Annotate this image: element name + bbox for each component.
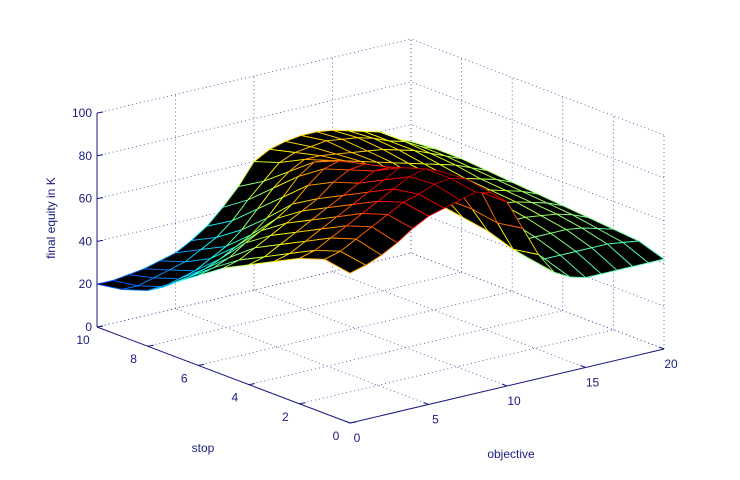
y-axis-label: stop bbox=[192, 441, 215, 455]
objective-tick-label: 10 bbox=[507, 394, 521, 408]
stop-tick-label: 0 bbox=[333, 429, 340, 443]
objective-tick-label: 5 bbox=[432, 413, 439, 427]
objective-tick-label: 15 bbox=[586, 376, 600, 390]
stop-tick-mark bbox=[148, 345, 154, 346]
grid-line-floor-stop bbox=[198, 291, 512, 365]
stop-tick-mark bbox=[299, 403, 305, 404]
stop-tick-mark bbox=[249, 384, 255, 385]
grid-line-floor-objective bbox=[333, 272, 586, 368]
z-tick-label: 100 bbox=[72, 106, 92, 120]
objective-tick-mark bbox=[659, 347, 664, 349]
grid-line-floor-stop bbox=[299, 330, 613, 404]
objective-tick-label: 20 bbox=[664, 357, 678, 371]
stop-tick-mark bbox=[198, 364, 204, 365]
objective-tick-mark bbox=[424, 403, 429, 405]
grid-line-floor-objective bbox=[254, 290, 507, 386]
grid-line-floor-objective bbox=[176, 309, 429, 405]
z-tick-mark bbox=[97, 155, 103, 156]
z-tick-mark bbox=[97, 198, 103, 199]
z-tick-mark bbox=[97, 112, 103, 113]
stop-tick-label: 8 bbox=[130, 352, 137, 366]
objective-tick-mark bbox=[581, 366, 586, 368]
stop-axis-line bbox=[97, 327, 350, 423]
grid-line-back-z bbox=[411, 39, 664, 135]
z-tick-label: 60 bbox=[79, 192, 93, 206]
stop-tick-label: 2 bbox=[282, 410, 289, 424]
stop-tick-label: 4 bbox=[231, 391, 238, 405]
z-tick-label: 0 bbox=[85, 320, 92, 334]
x-axis-label: objective bbox=[487, 447, 535, 461]
stop-tick-mark bbox=[350, 422, 356, 423]
z-tick-mark bbox=[97, 240, 103, 241]
stop-tick-label: 10 bbox=[76, 333, 90, 347]
z-tick-label: 80 bbox=[79, 149, 93, 163]
objective-tick-label: 0 bbox=[354, 431, 361, 445]
z-tick-label: 40 bbox=[79, 234, 93, 248]
grid-line-floor-stop bbox=[249, 311, 563, 385]
objective-tick-mark bbox=[345, 421, 350, 423]
surface-mesh bbox=[97, 130, 664, 290]
stop-tick-mark bbox=[97, 326, 103, 327]
z-tick-label: 20 bbox=[79, 277, 93, 291]
stop-tick-label: 6 bbox=[181, 371, 188, 385]
objective-tick-mark bbox=[502, 384, 507, 386]
z-axis-label: final equity in K bbox=[44, 177, 58, 258]
